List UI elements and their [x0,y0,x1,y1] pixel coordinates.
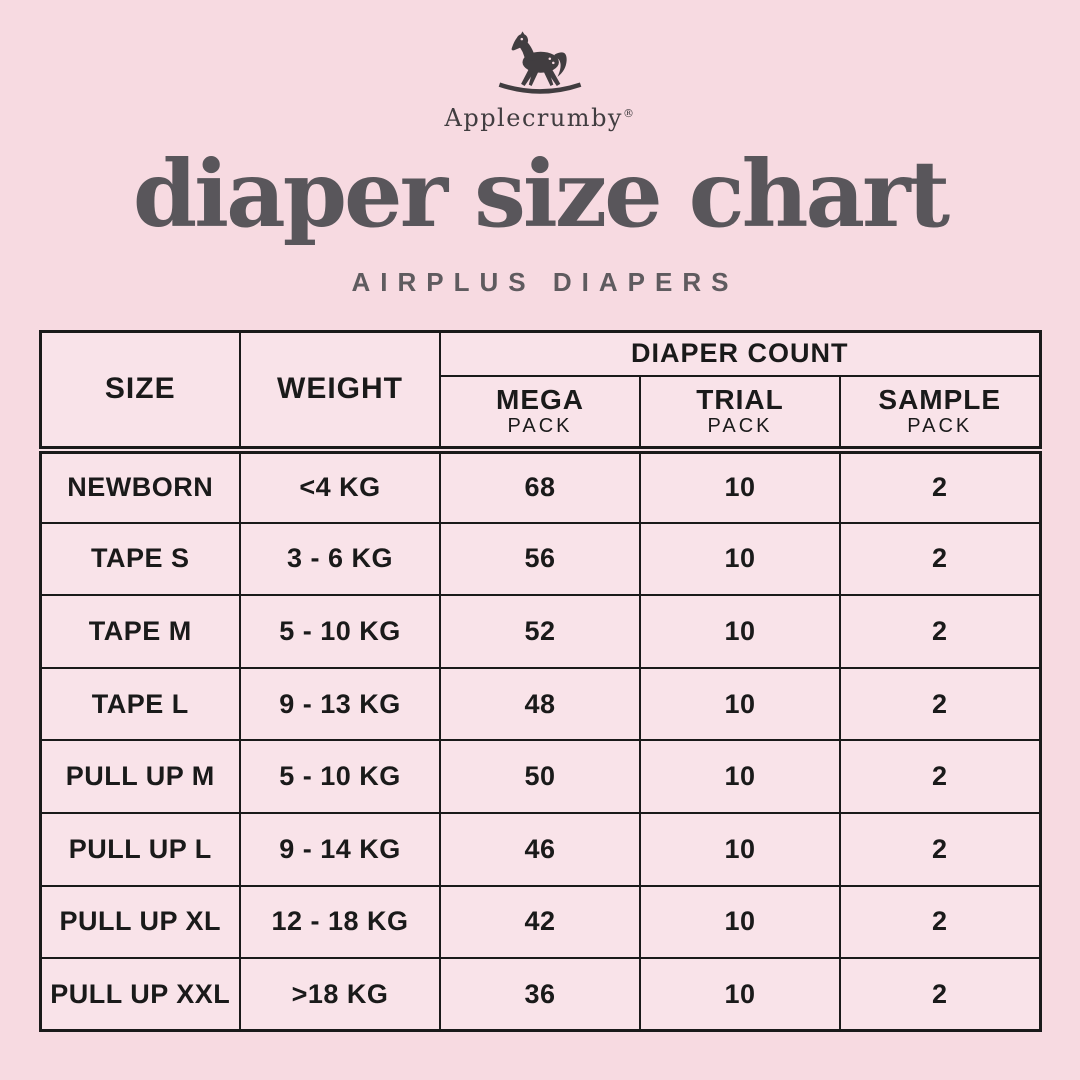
pack-type-label: TRIAL [696,383,784,415]
mega-cell: 36 [439,957,641,1032]
weight-cell: 12 - 18 KG [239,884,441,960]
weight-cell: 3 - 6 KG [239,521,441,597]
header-row-group: SIZE WEIGHT DIAPER COUNT [39,330,1041,455]
weight-cell: 9 - 14 KG [239,812,441,887]
pack-suffix-label: PACK [707,415,773,438]
mega-cell: 46 [439,812,641,887]
rocking-horse-icon [498,31,582,94]
brand-header: Applecrumby® [0,0,1080,132]
sample-cell: 2 [839,957,1041,1032]
table-row: PULL UP XXL >18 KG 36 10 2 [39,957,1041,1032]
weight-cell: 9 - 13 KG [239,666,441,742]
column-header-weight: WEIGHT [239,330,441,455]
size-cell: TAPE S [39,521,241,597]
mega-cell: 52 [439,594,641,669]
sample-cell: 2 [839,739,1041,815]
size-cell: PULL UP XXL [39,957,241,1032]
weight-cell: 5 - 10 KG [239,594,441,669]
column-header-trial-pack: TRIAL PACK [639,375,841,455]
size-cell: PULL UP XL [39,884,241,960]
page-subtitle: AIRPLUS DIAPERS [351,266,739,297]
pack-suffix-label: PACK [507,415,573,438]
column-header-size: SIZE [39,330,241,455]
trial-cell: 10 [639,812,841,887]
mega-cell: 48 [439,666,641,742]
size-cell: PULL UP M [39,739,241,815]
mega-cell: 50 [439,739,641,815]
trial-cell: 10 [639,957,841,1032]
mega-cell: 56 [439,521,641,597]
page-title: diaper size chart [132,140,950,248]
trial-cell: 10 [639,521,841,597]
sample-cell: 2 [839,521,1041,597]
sample-cell: 2 [839,449,1041,524]
weight-cell: 5 - 10 KG [239,739,441,815]
weight-cell: >18 KG [239,957,441,1032]
sample-cell: 2 [839,812,1041,887]
mega-cell: 42 [439,884,641,960]
column-header-sample-pack: SAMPLE PACK [839,375,1041,455]
size-cell: TAPE M [39,594,241,669]
trial-cell: 10 [639,884,841,960]
trial-cell: 10 [639,594,841,669]
sample-cell: 2 [839,666,1041,742]
trial-cell: 10 [639,449,841,524]
column-group-diaper-count: DIAPER COUNT [439,330,1041,378]
table-header: SIZE WEIGHT DIAPER COUNT MEGA PACK TRIAL… [39,330,1041,455]
mega-cell: 68 [439,449,641,524]
size-cell: NEWBORN [39,449,241,524]
header-row-packs: MEGA PACK TRIAL PACK SAMPLE PACK [40,375,1041,455]
brand-name: Applecrumby® [0,104,1080,132]
sample-cell: 2 [839,594,1041,669]
size-cell: TAPE L [39,666,241,742]
trial-cell: 10 [639,666,841,742]
size-cell: PULL UP L [39,812,241,887]
table-row: PULL UP XL 12 - 18 KG 42 10 2 [39,884,1041,960]
table-row: NEWBORN <4 KG 68 10 2 [39,449,1041,524]
pack-type-label: SAMPLE [878,383,1002,415]
sample-cell: 2 [839,884,1041,960]
size-chart-table: SIZE WEIGHT DIAPER COUNT MEGA PACK TRIAL… [38,329,1042,1033]
pack-suffix-label: PACK [907,415,973,438]
column-header-mega-pack: MEGA PACK [439,375,641,455]
pack-type-label: MEGA [496,383,584,415]
registered-mark: ® [623,107,636,120]
weight-cell: <4 KG [239,449,441,524]
trial-cell: 10 [639,739,841,815]
brand-name-text: Applecrumby [444,104,623,132]
